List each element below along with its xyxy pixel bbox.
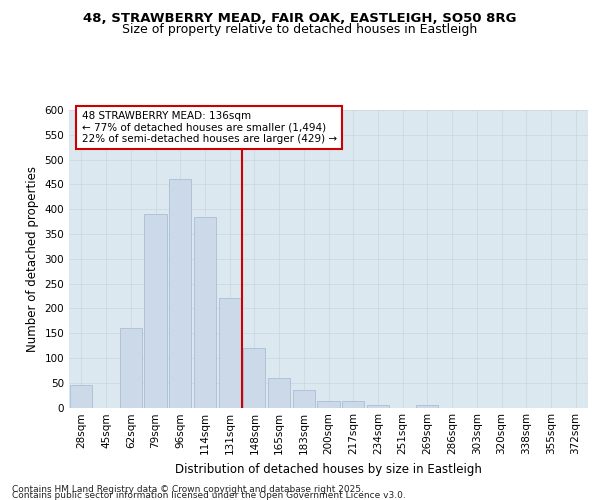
Bar — [194, 216, 216, 408]
Bar — [367, 404, 389, 407]
Bar — [218, 298, 241, 408]
Bar — [119, 328, 142, 407]
Bar — [416, 404, 439, 407]
Text: Size of property relative to detached houses in Eastleigh: Size of property relative to detached ho… — [122, 24, 478, 36]
Text: 48 STRAWBERRY MEAD: 136sqm
← 77% of detached houses are smaller (1,494)
22% of s: 48 STRAWBERRY MEAD: 136sqm ← 77% of deta… — [82, 111, 337, 144]
Bar — [70, 385, 92, 407]
Bar — [145, 214, 167, 408]
Text: Contains HM Land Registry data © Crown copyright and database right 2025.: Contains HM Land Registry data © Crown c… — [12, 485, 364, 494]
Bar — [317, 400, 340, 407]
X-axis label: Distribution of detached houses by size in Eastleigh: Distribution of detached houses by size … — [175, 463, 482, 476]
Bar — [342, 400, 364, 407]
Bar — [243, 348, 265, 408]
Bar — [293, 390, 315, 407]
Text: Contains public sector information licensed under the Open Government Licence v3: Contains public sector information licen… — [12, 490, 406, 500]
Bar — [268, 378, 290, 408]
Y-axis label: Number of detached properties: Number of detached properties — [26, 166, 39, 352]
Bar — [169, 180, 191, 408]
Text: 48, STRAWBERRY MEAD, FAIR OAK, EASTLEIGH, SO50 8RG: 48, STRAWBERRY MEAD, FAIR OAK, EASTLEIGH… — [83, 12, 517, 26]
